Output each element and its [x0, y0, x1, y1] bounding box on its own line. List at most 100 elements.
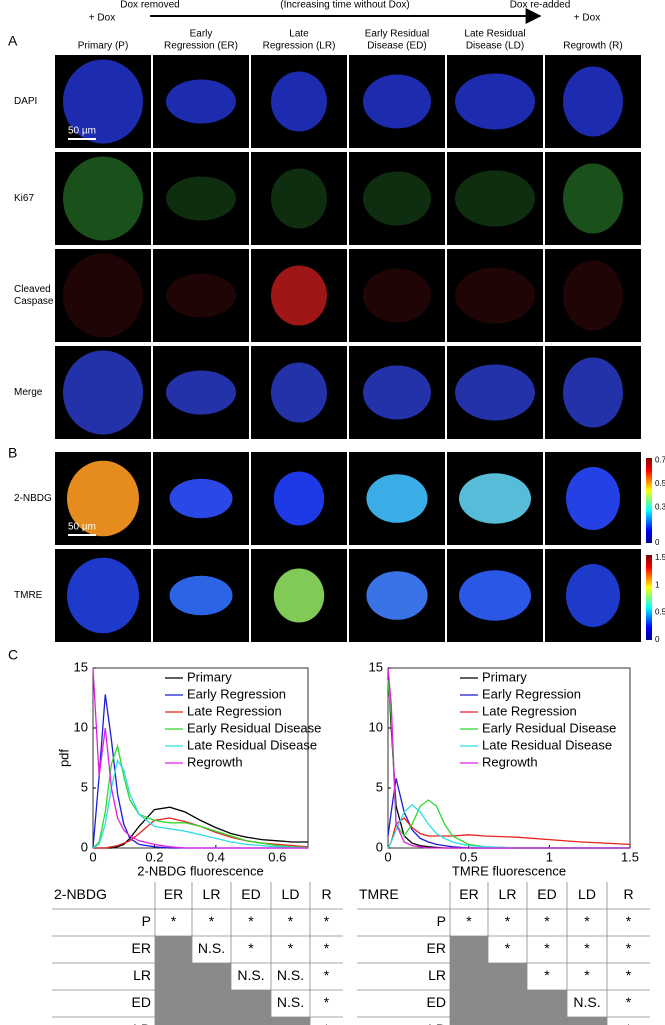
column-header: Disease (LD) — [466, 41, 524, 52]
cell-cluster — [363, 268, 431, 323]
micrograph — [447, 249, 543, 342]
empty-cell — [271, 1017, 310, 1025]
table-cell: * — [626, 994, 632, 1010]
column-header: Late — [289, 29, 309, 40]
cell-cluster — [455, 170, 535, 227]
table-cell: * — [626, 940, 632, 956]
legend-label: Primary — [187, 669, 232, 684]
cell-cluster — [166, 79, 236, 124]
table-cell: * — [248, 940, 254, 956]
table-header: TMRE — [359, 886, 399, 902]
empty-cell — [192, 1017, 231, 1025]
cell-cluster — [459, 473, 531, 524]
empty-cell — [450, 1017, 488, 1025]
legend-label: Regrowth — [482, 754, 538, 769]
table-cell: N.S. — [573, 994, 600, 1010]
y-tick-label: 5 — [376, 779, 383, 794]
empty-cell — [488, 990, 527, 1017]
legend-label: Late Regression — [482, 703, 577, 718]
row-header: ED — [132, 994, 151, 1010]
cell-cluster — [271, 71, 327, 132]
series-line — [387, 667, 630, 849]
dox-label: + Dox — [574, 13, 600, 24]
row-header: LD — [133, 1021, 151, 1025]
column-header: Regression (LR) — [263, 41, 336, 52]
row-label: Caspase 3 — [14, 296, 62, 307]
x-tick-label: 0.4 — [207, 849, 225, 864]
table-cell: * — [324, 940, 330, 956]
series-line — [92, 758, 309, 849]
cell-cluster — [566, 467, 620, 530]
legend-label: Regrowth — [187, 754, 243, 769]
micrograph — [349, 249, 445, 342]
empty-cell — [488, 1017, 527, 1025]
empty-cell — [192, 963, 231, 990]
table-cell: * — [544, 967, 550, 983]
table-cell: * — [584, 940, 590, 956]
micrograph — [55, 249, 151, 342]
x-tick-label: 0 — [89, 849, 96, 864]
series-line — [387, 778, 630, 849]
empty-cell — [192, 990, 231, 1017]
legend-label: Late Regression — [187, 703, 282, 718]
cell-cluster — [67, 460, 139, 537]
table-cell: * — [544, 940, 550, 956]
table-cell: N.S. — [237, 967, 264, 983]
cell-cluster — [563, 66, 623, 137]
table-header: ED — [537, 886, 556, 902]
row-label: 2-NBDG — [14, 493, 52, 504]
row-header: ED — [427, 994, 446, 1010]
empty-cell — [231, 990, 271, 1017]
cell-cluster — [63, 156, 143, 241]
cell-cluster — [166, 176, 236, 221]
table-header: LD — [282, 886, 300, 902]
table-cell: * — [324, 994, 330, 1010]
row-label: DAPI — [14, 96, 37, 107]
cell-cluster — [563, 163, 623, 234]
cell-cluster — [455, 73, 535, 130]
cell-cluster — [271, 362, 327, 423]
colorbar-tick-label: 1.5 — [655, 553, 665, 562]
micrograph — [545, 249, 641, 342]
cell-cluster — [563, 357, 623, 428]
dox-label: Dox re-added — [510, 0, 571, 11]
table-header: ER — [459, 886, 478, 902]
y-axis-label: pdf — [56, 749, 71, 767]
table-cell: * — [505, 940, 511, 956]
cell-cluster — [166, 273, 236, 318]
dox-label: + Dox — [89, 13, 115, 24]
table-cell: * — [626, 913, 632, 929]
empty-cell — [450, 990, 488, 1017]
legend-label: Late Residual Disease — [482, 737, 612, 752]
series-line — [92, 743, 309, 849]
colorbar-tick-label: 0 — [655, 538, 660, 547]
cell-cluster — [63, 253, 143, 338]
row-label: Merge — [14, 387, 43, 398]
table-header: R — [321, 886, 331, 902]
legend-label: Late Residual Disease — [187, 737, 317, 752]
colorbar-tick-label: 1 — [655, 580, 660, 589]
cell-cluster — [169, 575, 233, 616]
panel-letter: B — [8, 445, 17, 461]
micrograph — [153, 249, 249, 342]
series-line — [93, 806, 308, 849]
table-cell: * — [288, 913, 294, 929]
cell-cluster — [566, 564, 620, 627]
column-header: Regression (ER) — [164, 41, 238, 52]
y-tick-label: 0 — [376, 839, 383, 854]
colorbar-tick-label: 0.5 — [655, 479, 665, 488]
table-cell: * — [288, 940, 294, 956]
cell-cluster — [563, 260, 623, 331]
y-tick-label: 10 — [74, 719, 88, 734]
row-label: Ki67 — [14, 193, 34, 204]
column-header: Early Residual — [365, 29, 429, 40]
y-tick-label: 15 — [369, 659, 383, 674]
cell-cluster — [363, 365, 431, 420]
cell-cluster — [63, 59, 143, 144]
empty-cell — [155, 1017, 192, 1025]
row-header: P — [142, 913, 151, 929]
x-tick-label: 0.5 — [460, 849, 478, 864]
colorbar-tick-label: 0.7 — [655, 455, 665, 464]
